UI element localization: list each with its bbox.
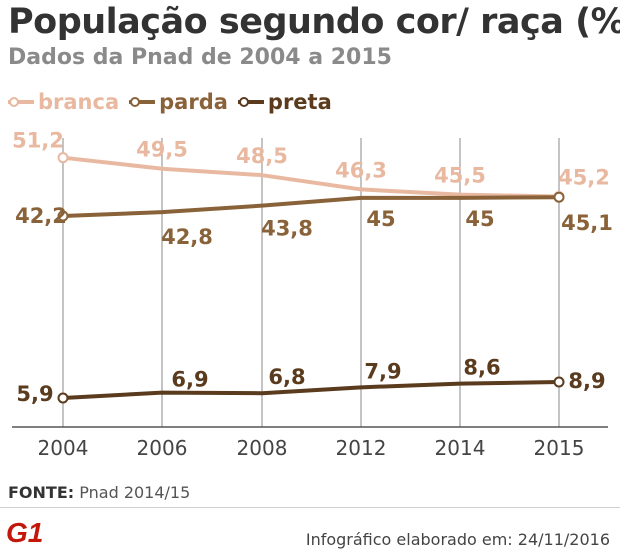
legend-item-parda: parda — [129, 90, 228, 114]
data-label-preta-2004: 5,9 — [16, 382, 53, 406]
series-line-branca — [61, 155, 561, 199]
data-label-preta-2006: 6,9 — [171, 368, 208, 392]
line-chart: 2004 2006 2008 2012 2014 2015 51,2 49,5 48,5 46,3… — [12, 129, 613, 460]
legend-label-preta: preta — [267, 90, 332, 114]
point-preta-2004 — [57, 392, 69, 404]
source-note: FONTE: Pnad 2014/15 — [8, 483, 190, 502]
x-tick-label-2008: 2008 — [237, 436, 288, 460]
series-line-preta — [61, 380, 561, 400]
data-label-branca-2015: 45,2 — [558, 166, 610, 190]
data-label-parda-2012: 45 — [366, 207, 395, 231]
g1-logo: G1 — [6, 517, 43, 546]
point-parda-2004 — [57, 210, 69, 222]
x-tick-label-2015: 2015 — [534, 436, 585, 460]
data-label-preta-2015: 8,9 — [568, 369, 605, 393]
data-label-parda-2006: 42,8 — [161, 225, 213, 249]
source-label: FONTE: — [8, 483, 75, 502]
legend-swatch-parda — [129, 97, 156, 107]
data-label-branca-2008: 48,5 — [236, 144, 288, 168]
legend-item-branca: branca — [8, 90, 119, 114]
data-label-preta-2014: 8,6 — [463, 356, 500, 380]
data-label-parda-2014: 45 — [465, 207, 494, 231]
legend-label-parda: parda — [159, 90, 228, 114]
g1-logo-text: G1 — [6, 517, 43, 546]
data-label-preta-2012: 7,9 — [364, 359, 401, 383]
data-label-branca-2012: 46,3 — [335, 158, 387, 182]
x-tick-label-2006: 2006 — [137, 436, 188, 460]
data-label-parda-2015: 45,1 — [561, 211, 613, 235]
chart-subtitle: Dados da Pnad de 2004 a 2015 — [8, 45, 392, 70]
point-preta-2015 — [553, 376, 565, 388]
point-branca-2004 — [57, 152, 69, 164]
legend: branca parda preta — [8, 88, 332, 116]
legend-swatch-preta — [237, 97, 264, 107]
data-label-preta-2008: 6,8 — [268, 365, 305, 389]
x-tick-label-2004: 2004 — [38, 436, 89, 460]
footer-divider — [0, 507, 620, 508]
legend-label-branca: branca — [38, 90, 120, 114]
legend-item-preta: preta — [237, 90, 332, 114]
chart-title: População segundo cor/ raça (%) — [8, 2, 620, 42]
series-line-parda — [61, 195, 561, 218]
data-label-parda-2008: 43,8 — [261, 217, 313, 241]
source-text: Pnad 2014/15 — [79, 483, 191, 502]
data-label-branca-2004: 51,2 — [12, 129, 64, 153]
point-parda-2015 — [553, 191, 565, 203]
data-label-branca-2006: 49,5 — [136, 138, 188, 162]
x-tick-label-2014: 2014 — [435, 436, 486, 460]
x-tick-label-2012: 2012 — [336, 436, 387, 460]
data-label-parda-2004: 42,2 — [15, 204, 67, 228]
legend-swatch-branca — [8, 97, 34, 107]
credit-text: Infográfico elaborado em: 24/11/2016 — [305, 530, 610, 549]
data-label-branca-2014: 45,5 — [434, 164, 486, 188]
